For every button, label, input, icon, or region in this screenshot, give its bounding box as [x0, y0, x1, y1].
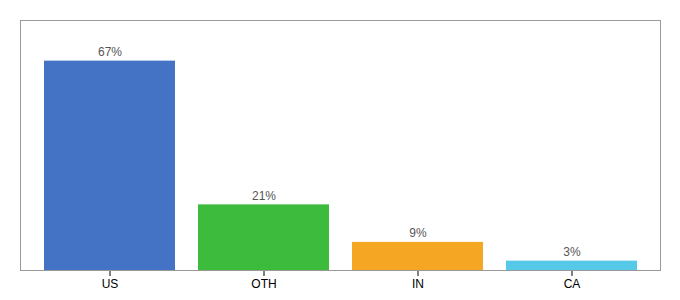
svg-text:US: US: [102, 277, 119, 291]
svg-text:9%: 9%: [409, 226, 427, 240]
svg-text:IN: IN: [412, 277, 424, 291]
svg-text:21%: 21%: [252, 189, 276, 203]
svg-text:CA: CA: [564, 277, 581, 291]
svg-text:67%: 67%: [98, 45, 122, 59]
svg-text:OTH: OTH: [251, 277, 276, 291]
svg-text:3%: 3%: [563, 245, 581, 259]
